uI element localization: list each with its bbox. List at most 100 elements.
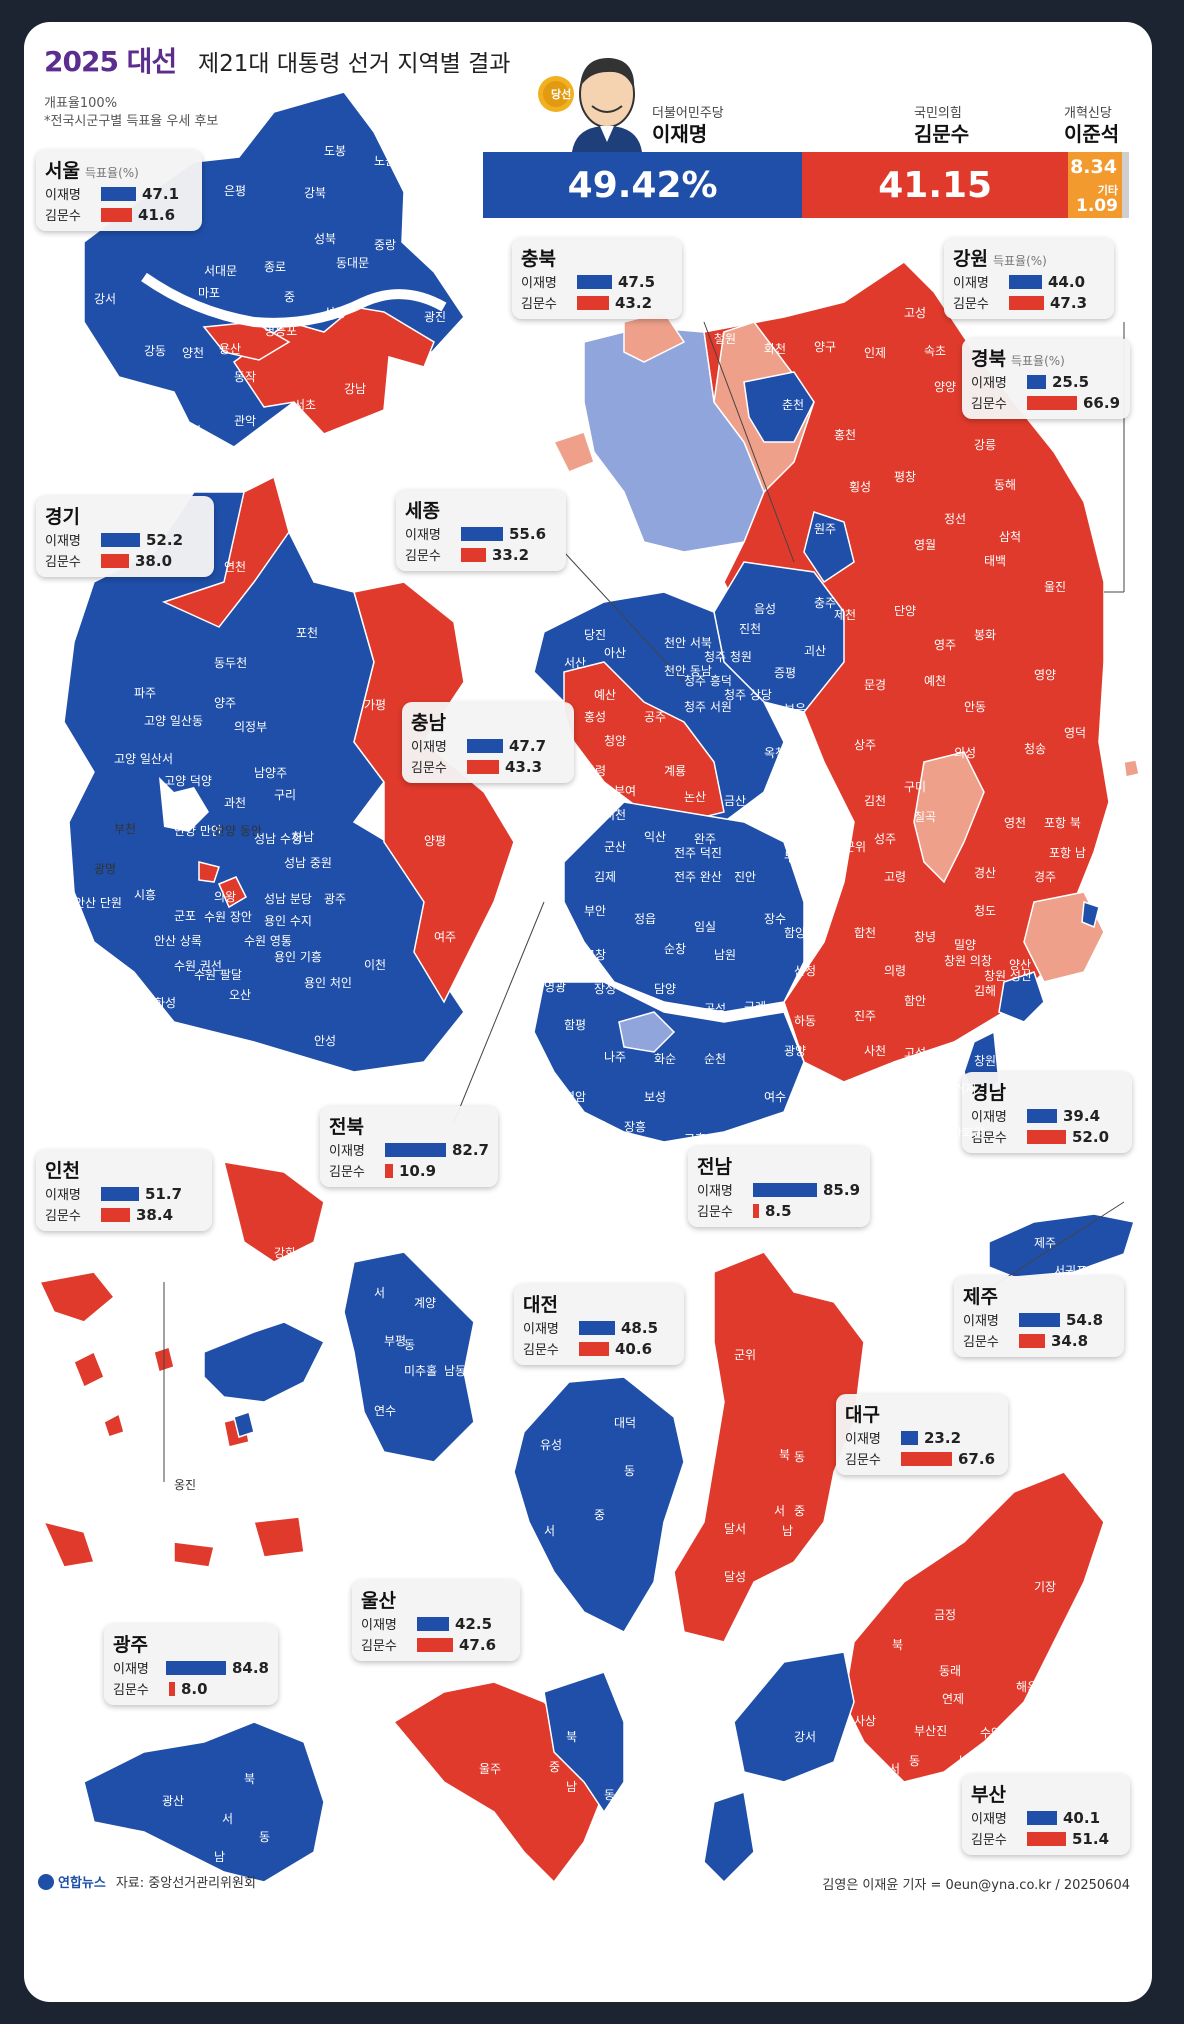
district-label: 남 [782,1524,794,1538]
region-ulsan[interactable]: 울산 이재명 42.5 김문수 47.6 [352,1580,520,1661]
district-label: 성남 분당 [264,892,312,906]
lee-bar [461,526,503,541]
kim-bar [1027,1831,1066,1846]
mainland-map [533,261,1140,1143]
district-label: 증평 [774,666,797,680]
district-label: 홍천 [834,428,857,442]
district-label: 공주 [644,710,667,724]
region-name: 강원 [953,248,988,270]
lee-bar [101,186,136,201]
district-label: 유성 [540,1438,563,1452]
lee-name: 이재명 [652,122,708,146]
district-label: 화순 [654,1052,677,1066]
district-label: 당진 [584,628,607,642]
district-label: 가평 [364,698,387,712]
region-chungnam[interactable]: 충남 이재명 47.7 김문수 43.3 [402,702,574,783]
district-label: 구리 [274,788,297,802]
district-label: 의령 [884,964,907,978]
region-name: 전북 [329,1116,364,1138]
district-label: 보은 [784,702,807,716]
region-gyeongnam[interactable]: 경남 이재명 39.4 김문수 52.0 [962,1072,1132,1153]
district-label: 오산 [229,988,252,1002]
district-label: 청양 [604,734,627,748]
district-label: 군산 [604,840,627,854]
region-name: 서울 [45,160,80,182]
lee-value: 47.7 [509,736,547,755]
district-label: 고양 일산서 [114,752,174,766]
district-label: 부산진 [914,1724,948,1738]
district-label: 산청 [794,964,817,978]
district-label: 하남 [292,830,315,844]
district-label: 동 [404,1338,416,1352]
district-label: 양양 [934,380,957,394]
district-label: 화성 [154,996,177,1010]
region-jeonnam[interactable]: 전남 이재명 85.9 김문수 8.5 [688,1146,870,1227]
region-jeonbuk[interactable]: 전북 이재명 82.7 김문수 10.9 [320,1106,498,1187]
region-daegu[interactable]: 대구 이재명 23.2 김문수 67.6 [836,1394,1008,1475]
kim-name: 김문수 [914,122,970,146]
district-label: 상주 [854,738,877,752]
region-gyeongbuk[interactable]: 경북 득표율(%) 이재명 25.5 김문수 66.9 [962,338,1130,419]
district-label: 동래 [939,1664,962,1678]
region-name: 인천 [45,1160,80,1182]
kim-label: 김문수 [45,209,81,224]
lee-label: 이재명 [963,1314,999,1329]
district-label: 도봉 [324,144,347,158]
kim-label: 김문수 [45,555,81,570]
region-jeju[interactable]: 제주 이재명 54.8 김문수 34.8 [954,1276,1124,1357]
etc-label: 기타 [1097,184,1118,197]
district-label: 서 [889,1762,901,1776]
district-label: 구례 [744,1000,767,1014]
district-label: 포항 북 [1044,816,1081,830]
etc-share [1121,152,1129,218]
district-label: 속초 [924,344,947,358]
kim-bar [577,295,609,310]
kim-bar [461,547,486,562]
district-label: 고령 [884,870,907,884]
district-label: 장흥 [624,1120,647,1134]
district-label: 의정부 [234,720,268,734]
district-label: 제천 [834,608,857,622]
region-incheon[interactable]: 인천 이재명 51.7 김문수 38.4 [36,1150,212,1231]
region-gwangju[interactable]: 광주 이재명 84.8 김문수 8.0 [104,1624,278,1705]
district-label: 남양주 [254,766,288,780]
district-label: 청주 청원 [704,650,752,664]
district-label: 칠곡 [914,810,937,824]
district-label: 정선 [944,512,967,526]
region-sejong[interactable]: 세종 이재명 55.6 김문수 33.2 [396,490,566,571]
region-busan[interactable]: 부산 이재명 40.1 김문수 51.4 [962,1774,1130,1855]
district-label: 군포 [174,909,197,923]
district-label: 여수 [764,1090,787,1104]
district-label: 하동 [794,1014,817,1028]
region-gyeonggi[interactable]: 경기 이재명 52.2 김문수 38.0 [36,496,214,577]
region-chungbuk[interactable]: 충북 이재명 47.5 김문수 43.2 [512,238,682,319]
district-label: 동 [794,1450,806,1464]
district-label: 북 [892,1638,904,1652]
district-label: 부평 [384,1334,407,1348]
kim-bar [169,1681,175,1696]
kim-label: 김문수 [697,1205,733,1220]
district-label: 괴산 [804,644,827,658]
district-label: 보령 [584,764,607,778]
region-sub: 득표율(%) [1010,354,1065,368]
kim-bar [1009,295,1044,310]
district-label: 창원 성산 [984,969,1032,983]
district-label: 사천 [864,1044,887,1058]
district-label: 금정 [934,1608,957,1622]
kim-party: 국민의힘 [914,106,962,121]
kim-share: 41.15 [802,152,1069,218]
kim-label: 김문수 [521,297,557,312]
district-label: 수원 영통 [244,934,292,948]
region-gangwon[interactable]: 강원 득표율(%) 이재명 44.0 김문수 47.3 [944,238,1114,319]
region-daejeon[interactable]: 대전 이재명 48.5 김문수 40.6 [514,1284,684,1365]
kim-value: 40.6 [615,1339,653,1358]
district-label: 천안 동남 [664,664,712,678]
region-seoul[interactable]: 서울 득표율(%) 이재명 47.1 김문수 41.6 [36,150,202,231]
district-label: 강릉 [974,438,997,452]
district-label: 고성 [904,1046,927,1060]
lee-value: 25.5 [1052,372,1090,391]
district-label: 동 [259,1830,271,1844]
district-label: 창원 마산합포 [974,1054,1045,1068]
lee-value: 42.5 [455,1614,493,1633]
lee-label: 이재명 [361,1618,397,1633]
